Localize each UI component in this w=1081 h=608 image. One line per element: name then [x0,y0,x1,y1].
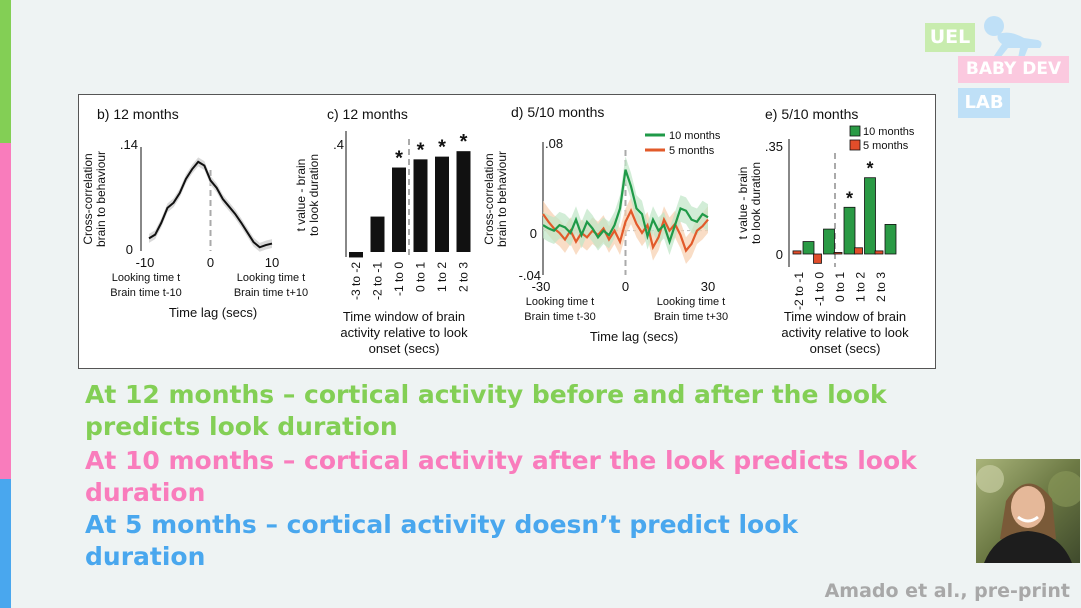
panel-c-xlabel-2: onset (secs) [369,341,440,356]
side-bar-pink [0,143,11,479]
statement-12-months: At 12 months – cortical activity before … [85,380,887,441]
baby-icon [984,16,1042,58]
panel-d-annotation-left-0: Looking time t [526,296,594,308]
panel-e-xtick-0: -2 to -1 [792,272,806,310]
panel-b-ylabel: Cross-correlationbrain to behaviour [81,151,108,247]
logo-lab: LAB [958,88,1010,118]
panel-c-bar-3 [413,159,428,252]
panel-c-xtick-5: 2 to 3 [457,262,471,292]
panel-c-sig-3: * [417,139,425,161]
panel-e-xtick-1: -1 to 0 [813,272,827,306]
panel-d-label: d) 5/10 months [511,104,604,120]
panel-d-annotation-right-0: Looking time t [657,296,725,308]
logo-babydev: BABY DEV [958,56,1069,83]
panel-b-annotation-right-0: Looking time t [237,272,305,284]
panel-e-ylabel: t value - brainto look duration [736,162,763,244]
author-photo-image [976,459,1080,563]
panel-c-xtick-2: -1 to 0 [392,262,406,296]
panel-c-xlabel-1: activity relative to look [340,325,468,340]
panel-e-ytick-bottom: 0 [776,247,783,262]
panel-e-legend-label-1: 5 months [863,140,909,152]
panel-e-bar-1-4 [874,250,884,255]
panel-b-label: b) 12 months [97,106,179,122]
panel-d-xtick-1: 0 [622,279,629,294]
panel-c-sig-5: * [460,131,468,153]
panel-c-xtick-0: -3 to -2 [349,262,363,300]
panel-b-xtick-0: -10 [136,255,155,270]
panel-d-ylabel: Cross-correlationbrain to behaviour [482,151,509,247]
panel-b-xtick-2: 10 [265,255,279,270]
panel-b-ci-band [149,157,272,252]
panel-b-annotation-right-1: Brain time t+10 [234,287,308,299]
panel-c-ylabel: t value - brainto look duration [294,154,321,236]
panel-c-xtick-3: 0 to 1 [414,262,428,292]
panel-e-xtick-2: 0 to 1 [833,272,847,302]
side-bar-blue [0,479,11,608]
panel-c-bar-4 [435,156,449,252]
panel-e-bar-1-3 [854,247,863,255]
panel-d-legend-label-1: 5 months [669,145,715,157]
panel-e-bar-0-1 [823,228,835,255]
panel-d-ci-band-1 [543,197,708,264]
panel-d-xtick-2: 30 [701,279,715,294]
panel-e-xtick-3: 1 to 2 [854,272,868,302]
panel-e-xlabel-1: activity relative to look [781,325,909,340]
panel-d-series-line-0 [542,169,709,246]
panel-d-annotation-left-1: Brain time t-30 [524,311,596,323]
panel-e-bar-0-0 [802,241,815,255]
panel-c-label: c) 12 months [327,106,408,122]
panel-e-legend-swatch-1 [849,139,861,151]
panel-e-bar-0-2 [843,206,856,255]
figure-svg: b) 12 months Cross-correlationbrain to be… [81,104,915,356]
panel-c-ytick-top: .4 [333,137,344,152]
author-photo [976,459,1080,563]
panel-d-xtick-0: -30 [532,279,551,294]
panel-d-annotation-right-1: Brain time t+30 [654,311,728,323]
panel-e-bar-0-3 [864,177,876,255]
panel-c-bar-2 [392,167,406,252]
panel-b-xlabel: Time lag (secs) [169,305,257,320]
panel-e-sig-3: * [866,159,873,179]
panel-c-xtick-1: -2 to -1 [371,262,385,300]
panel-e-sig-2: * [846,188,853,208]
panel-b-ytick-bottom: 0 [126,242,133,257]
statement-10-months: At 10 months – cortical activity after t… [85,446,917,507]
panel-d-ytick-bottom: -.04 [519,268,541,283]
panel-e-legend-label-0: 10 months [863,126,915,138]
panel-e-label: e) 5/10 months [765,106,858,122]
figure-panel: b) 12 months Cross-correlationbrain to be… [78,94,936,369]
panel-c-sig-4: * [438,137,446,159]
panel-e-bar-1-0 [792,250,802,255]
panel-b-series-line [148,160,273,249]
panel-c-sig-2: * [395,148,403,170]
panel-c-bar-5 [456,151,471,252]
panel-b-annotation-left-1: Brain time t-10 [110,287,182,299]
panel-e-xlabel-0: Time window of brain [784,309,906,324]
panel-d-ytick-mid: 0 [530,226,537,241]
panel-e-bar-1-1 [813,253,822,264]
panel-c-bar-1 [370,216,385,252]
panel-e-xlabel-2: onset (secs) [810,341,881,356]
panel-c-xtick-4: 1 to 2 [435,262,449,292]
panel-d-ytick-top: .08 [545,136,563,151]
panel-c-xlabel-0: Time window of brain [343,309,465,324]
citation: Amado et al., pre-print [824,580,1070,602]
panel-d-legend-label-0: 10 months [669,130,721,142]
side-bar-green [0,0,11,143]
panel-e-bar-1-2 [833,252,843,255]
panel-e-bar-0-4 [884,224,897,255]
panel-b-ytick-top: .14 [120,137,138,152]
logo-uel: UEL [925,23,975,52]
panel-b-xtick-1: 0 [207,255,214,270]
panel-e-xtick-4: 2 to 3 [874,272,888,302]
panel-b-annotation-left-0: Looking time t [112,272,180,284]
panel-e-ytick-top: .35 [765,139,783,154]
statement-5-months: At 5 months – cortical activity doesn’t … [85,510,799,571]
panel-c-bar-0 [349,252,363,258]
panel-e-legend-swatch-0 [849,125,861,137]
panel-d-xlabel: Time lag (secs) [590,329,678,344]
